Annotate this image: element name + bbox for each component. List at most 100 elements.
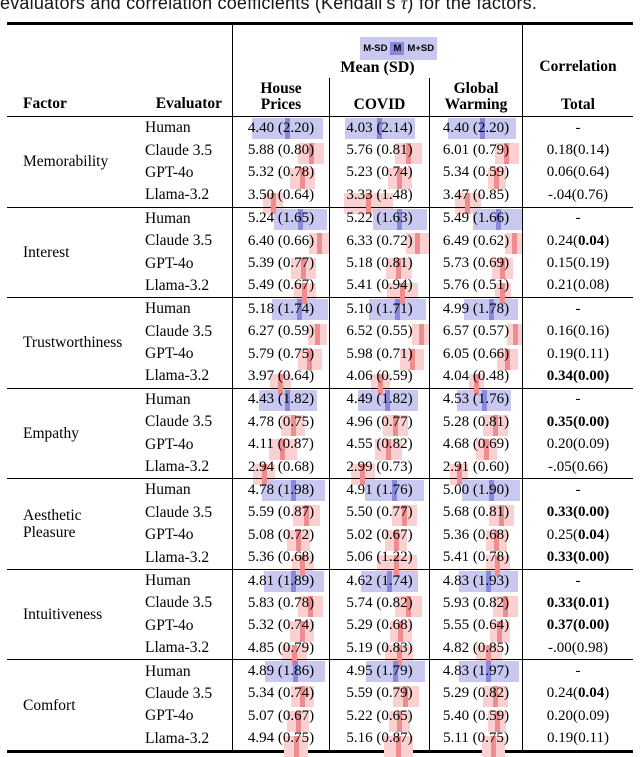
factor-cell: Intuitiveness — [7, 570, 139, 660]
correlation-value: - — [522, 117, 633, 140]
mean-cell: 4.94 (0.75) — [232, 727, 329, 757]
factor-label: Memorability — [23, 153, 109, 171]
mean-sd-value: 5.74 (0.82) — [346, 594, 413, 611]
mean-sd-value: 5.36 (0.68) — [247, 549, 315, 566]
evaluator-label: Llama-3.2 — [145, 186, 210, 204]
mean-cell: 5.68 (0.81) — [429, 501, 522, 527]
mean-cell: 5.11 (0.75) — [429, 727, 522, 757]
ai-mean-marker — [295, 711, 301, 733]
ai-mean-marker — [394, 554, 400, 576]
ai-mean-marker — [499, 505, 505, 527]
mean-sd-value: 6.27 (0.59) — [247, 323, 315, 340]
mean-cell: 4.55 (0.82) — [329, 433, 429, 461]
correlation-value: 0.21(0.08) — [522, 274, 633, 298]
mean-sd-value: 4.03 (2.14) — [346, 119, 413, 136]
evaluator-label: Claude 3.5 — [145, 503, 213, 521]
correlation-value: - — [522, 479, 633, 502]
ai-mean-marker — [307, 348, 313, 370]
evaluator-label: Claude 3.5 — [145, 413, 213, 431]
ai-mean-marker — [397, 711, 403, 733]
evaluator-label: Claude 3.5 — [145, 684, 213, 702]
mean-cell: 4.95 (1.79) — [329, 660, 429, 683]
mean-cell: 4.99 (1.78) — [429, 298, 522, 321]
evaluator-label: Human — [145, 662, 191, 680]
mean-cell: 5.34 (0.74) — [232, 682, 329, 708]
evaluator-label: GPT-4o — [145, 254, 194, 272]
mean-sd-value: 5.49 (1.66) — [442, 210, 510, 227]
mean-sd-value: 5.29 (0.82) — [442, 685, 510, 702]
correlation-value: 0.18(0.14) — [522, 139, 633, 162]
evaluator-label: Llama-3.2 — [145, 639, 210, 657]
correlation-value: 0.35(0.00) — [522, 411, 633, 434]
mean-cell: 5.83 (0.78) — [232, 592, 329, 617]
evaluator-label: Human — [145, 119, 191, 137]
mean-cell: 5.32 (0.74) — [232, 614, 329, 642]
mean-sd-value: 5.02 (0.67) — [346, 526, 413, 543]
ai-mean-marker — [494, 711, 500, 733]
header-mean-sd: 1 M-SD M M+SD 7 Mean (SD) — [232, 25, 522, 78]
evaluator-label: Human — [145, 572, 191, 589]
mean-cell: 5.88 (0.80) — [232, 139, 329, 164]
mean-sd-value: 5.79 (0.75) — [247, 345, 315, 362]
mean-cell: 3.50 (0.64) — [232, 184, 329, 214]
mean-sd-value: 5.32 (0.74) — [247, 617, 315, 634]
mean-sd-value: 5.19 (0.83) — [346, 639, 413, 656]
mean-sd-value: 5.08 (0.72) — [247, 526, 315, 543]
ai-mean-marker — [511, 233, 517, 255]
evaluator-label: Llama-3.2 — [145, 548, 210, 566]
ai-mean-marker — [493, 686, 499, 708]
mean-sd-value: 4.99 (1.78) — [442, 300, 510, 317]
mean-cell: 4.83 (1.93) — [429, 569, 522, 593]
mean-cell: 4.78 (1.98) — [232, 479, 329, 502]
mean-cell: 5.59 (0.79) — [329, 682, 429, 708]
mean-sd-value: 5.49 (0.67) — [247, 277, 315, 294]
ai-mean-marker — [494, 530, 500, 552]
mean-sd-value: 5.40 (0.59) — [442, 707, 510, 724]
mean-cell: 6.52 (0.55) — [329, 320, 429, 346]
mean-cell: 3.33 (1.48) — [329, 184, 429, 214]
header-factor: Factor — [23, 95, 67, 112]
mean-cell: 5.10 (1.71) — [329, 298, 429, 321]
evaluator-label: Llama-3.2 — [145, 458, 210, 476]
mean-sd-value: 5.50 (0.77) — [346, 504, 413, 521]
mean-cell: 4.40 (2.20) — [232, 117, 329, 140]
ai-mean-marker — [504, 348, 510, 370]
correlation-value: -.05(0.66) — [522, 455, 633, 479]
mean-sd-value: 4.95 (1.79) — [346, 663, 413, 680]
ai-mean-marker — [465, 192, 471, 214]
evaluator-label: Human — [145, 481, 191, 499]
mean-cell: 5.18 (0.81) — [329, 252, 429, 280]
mean-cell: 4.62 (1.74) — [329, 569, 429, 593]
factor-label: Intuitiveness — [23, 606, 103, 624]
mean-sd-value: 4.40 (2.20) — [442, 119, 510, 136]
mean-sd-value: 4.49 (1.82) — [346, 391, 413, 408]
header-global-warming: Global Warming — [429, 78, 522, 116]
mean-cell: 5.18 (1.74) — [232, 298, 329, 321]
mean-cell: 4.40 (2.20) — [429, 117, 522, 140]
mean-cell: 4.85 (0.79) — [232, 636, 329, 667]
mean-cell: 4.89 (1.86) — [232, 660, 329, 683]
mean-sd-value: 4.68 (0.69) — [442, 436, 510, 453]
mean-sd-value: 5.59 (0.87) — [247, 504, 315, 521]
mean-cell: 5.29 (0.68) — [329, 614, 429, 642]
ai-mean-marker — [504, 142, 510, 164]
human-mean-marker — [395, 299, 401, 321]
mean-cell: 5.41 (0.94) — [329, 274, 429, 305]
mean-sd-value: 5.06 (1.22) — [346, 549, 413, 566]
mean-cell: 5.93 (0.82) — [429, 592, 522, 617]
mean-cell: 2.99 (0.73) — [329, 455, 429, 486]
evaluator-label: GPT-4o — [145, 163, 194, 181]
correlation-value: 0.15(0.19) — [522, 252, 633, 275]
mean-cell: 5.41 (0.78) — [429, 546, 522, 576]
mean-sd-value: 4.55 (0.82) — [346, 436, 413, 453]
mean-sd-value: 5.41 (0.78) — [442, 549, 510, 566]
human-mean-marker — [285, 389, 291, 411]
human-mean-marker — [486, 570, 492, 592]
mean-sd-value: 5.22 (1.63) — [346, 210, 413, 227]
factor-cell: Empathy — [7, 389, 139, 479]
mean-sd-value: 5.98 (0.71) — [346, 345, 413, 362]
correlation-value: -.04(0.76) — [522, 184, 633, 207]
mean-sd-value: 5.28 (0.81) — [442, 413, 510, 430]
mean-cell: 5.19 (0.83) — [329, 636, 429, 667]
ai-mean-marker — [490, 736, 496, 757]
